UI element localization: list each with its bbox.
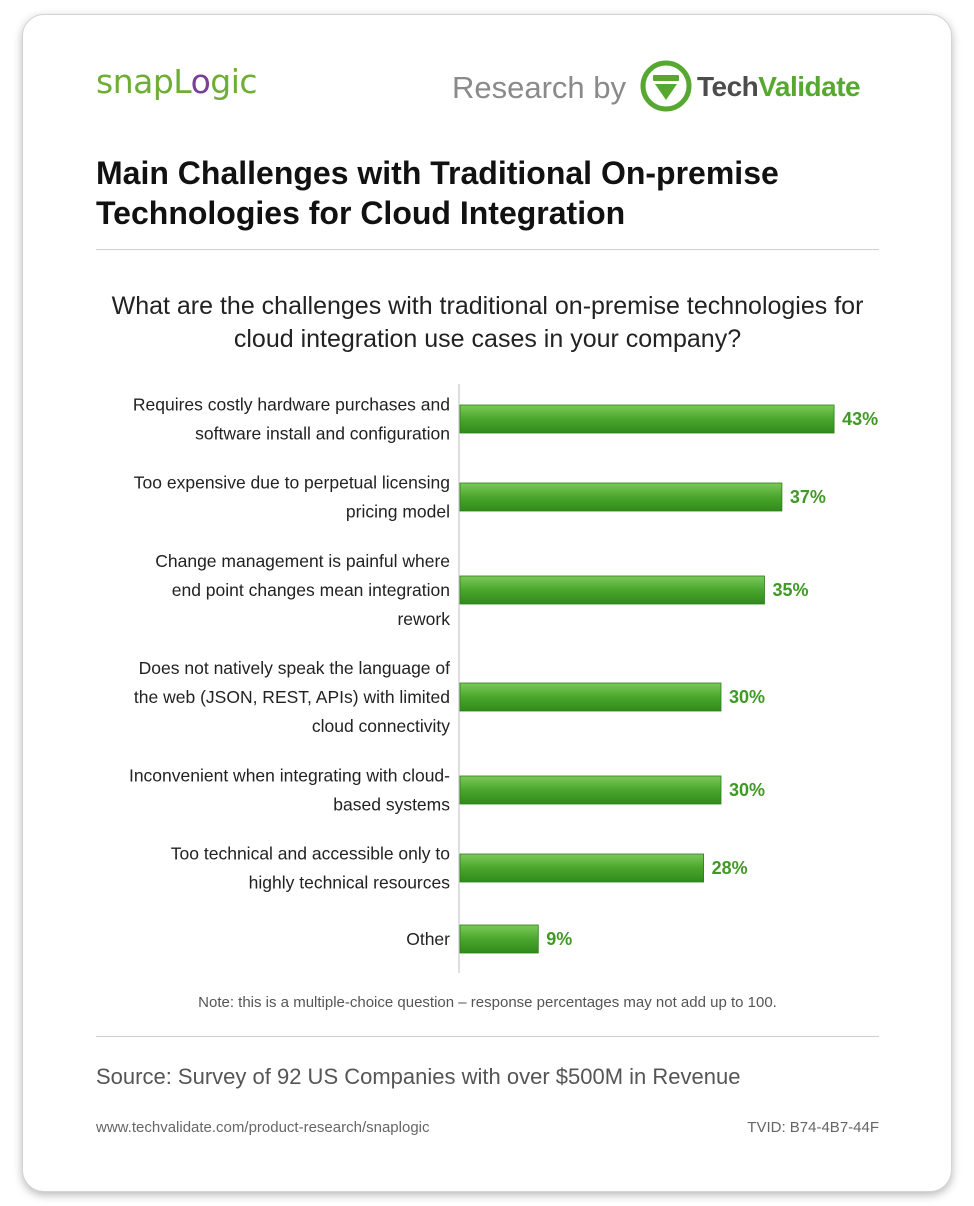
category-label-line: Does not natively speak the language of	[139, 658, 450, 678]
category-label: Change management is painful where end po…	[155, 551, 450, 629]
bar	[459, 575, 765, 605]
category-label: Too expensive due to perpetual licensing…	[134, 473, 450, 522]
bar	[459, 775, 722, 805]
techvalidate-logo-tech: Tech	[697, 71, 759, 102]
category-label: Does not natively speak the language of t…	[134, 658, 450, 736]
source-text: Source: Survey of 92 US Companies with o…	[96, 1064, 741, 1089]
category-label-line: Inconvenient when integrating with cloud…	[129, 766, 450, 786]
bar-value-label: 43%	[842, 409, 878, 429]
page-title: Main Challenges with Traditional On-prem…	[96, 155, 779, 231]
bar	[459, 482, 783, 512]
techvalidate-logo-validate: Validate	[758, 71, 861, 102]
category-label-line: Too technical and accessible only to	[171, 844, 450, 864]
category-label-line: rework	[397, 609, 450, 629]
category-label-line: cloud connectivity	[312, 716, 450, 736]
footer-url: www.techvalidate.com/product-research/sn…	[96, 1119, 430, 1136]
title-divider	[96, 249, 879, 250]
techvalidate-logo-icon	[640, 60, 692, 112]
category-label: Other	[406, 929, 450, 949]
category-label: Inconvenient when integrating with cloud…	[129, 766, 450, 815]
bar-value-label: 35%	[773, 580, 809, 600]
snaplogic-logo: snapLogic	[96, 62, 258, 101]
source-divider	[96, 1036, 879, 1037]
bar	[459, 404, 835, 434]
footer-tvid: TVID: B74-4B7-44F	[747, 1119, 879, 1136]
bar-value-label: 9%	[546, 929, 572, 949]
category-label: Too technical and accessible only to high…	[171, 844, 450, 893]
category-label-line: Other	[406, 929, 450, 949]
category-label-line: highly technical resources	[249, 873, 451, 893]
chart-note: Note: this is a multiple-choice question…	[198, 994, 777, 1011]
category-label-line: pricing model	[346, 502, 450, 522]
category-label-line: Requires costly hardware purchases and	[133, 395, 450, 415]
bar-value-label: 28%	[712, 858, 748, 878]
bar-value-label: 30%	[729, 780, 765, 800]
snaplogic-logo-main: snapL	[96, 62, 191, 101]
snaplogic-logo-end: gic	[210, 62, 258, 101]
category-label: Requires costly hardware purchases and so…	[133, 395, 450, 444]
bar	[459, 924, 539, 954]
category-label-line: the web (JSON, REST, APIs) with limited	[134, 687, 450, 707]
bar	[459, 682, 722, 712]
research-by-label: Research by	[452, 70, 627, 105]
techvalidate-logo: TechValidate	[697, 71, 861, 103]
category-label-line: end point changes mean integration	[172, 580, 450, 600]
bar-value-label: 30%	[729, 687, 765, 707]
bar-value-label: 37%	[790, 487, 826, 507]
category-label-line: Change management is painful where	[155, 551, 450, 571]
category-label-line: Too expensive due to perpetual licensing	[134, 473, 450, 493]
category-label-line: software install and configuration	[195, 424, 450, 444]
snaplogic-logo-accent: o	[190, 62, 211, 101]
survey-question: What are the challenges with traditional…	[111, 292, 864, 353]
category-label-line: based systems	[333, 795, 450, 815]
bar	[459, 853, 705, 883]
